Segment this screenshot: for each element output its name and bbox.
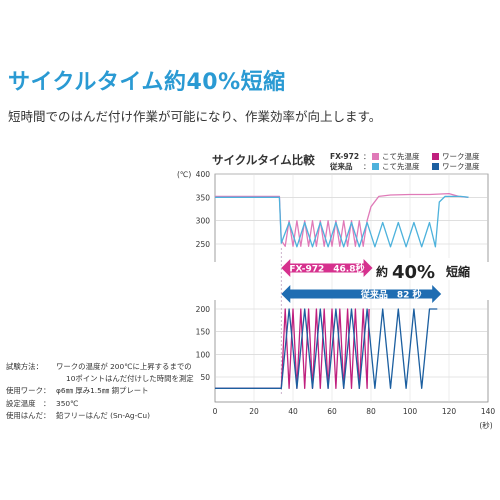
- y-tick-label: 250: [196, 240, 211, 249]
- series-line: [215, 195, 469, 248]
- x-tick-label: 100: [403, 407, 418, 416]
- y-tick-label: 350: [196, 193, 211, 202]
- series-line: [215, 192, 469, 247]
- temp-value: 350℃: [56, 398, 79, 408]
- test-method-line2: 10ポイントはんだ付けした時間を測定: [66, 374, 194, 384]
- y-tick-label: 200: [196, 305, 211, 314]
- y-tick-label: 150: [196, 328, 211, 337]
- x-tick-label: 60: [327, 407, 337, 416]
- reduction-value: 40%: [392, 262, 435, 283]
- reduction-prefix: 約: [376, 264, 388, 279]
- reduction-badge-bg: [373, 258, 477, 280]
- x-tick-label: 80: [366, 407, 376, 416]
- legend-label: ワーク温度: [442, 151, 480, 161]
- series-line: [215, 308, 370, 389]
- legend-swatch: [432, 163, 439, 170]
- legend-separator: ：: [363, 162, 371, 171]
- legend-separator: ：: [363, 152, 371, 161]
- legend-label: ワーク温度: [442, 161, 480, 171]
- test-info: 試験方法： ワークの温度が 200℃に上昇するまでの 10ポイントはんだ付けした時…: [6, 361, 194, 422]
- chart-title: サイクルタイム比較: [212, 153, 315, 167]
- x-tick-label: 0: [213, 407, 218, 416]
- conventional-arrow-label: 従来品 82 秒: [360, 289, 422, 301]
- solder-value: 鉛フリーはんだ (Sn-Ag-Cu): [56, 410, 150, 420]
- y-tick-label: 300: [196, 217, 211, 226]
- legend-swatch: [432, 153, 439, 160]
- fx972-arrow-label: FX-972 46.8秒: [289, 263, 364, 275]
- legend-group-label: FX-972: [330, 152, 359, 161]
- x-axis-label: (秒): [479, 420, 492, 430]
- series-lines: [215, 192, 469, 389]
- conventional-arrow: [281, 285, 442, 303]
- temp-label: 設定温度 ：: [6, 398, 51, 408]
- reduction-suffix: 短縮: [446, 264, 470, 279]
- series-line: [215, 308, 438, 389]
- x-tick-label: 40: [288, 407, 298, 416]
- test-method-line1: ワークの温度が 200℃に上昇するまでの: [56, 362, 192, 371]
- legend-label: こて先温度: [382, 161, 420, 171]
- x-tick-label: 140: [481, 407, 496, 416]
- subline: 短時間でのはんだ付け作業が可能になり、作業効率が向上します。: [8, 109, 382, 124]
- x-tick-label: 20: [249, 407, 259, 416]
- test-method-label: 試験方法：: [6, 362, 43, 371]
- work-value: φ6㎜ 厚み1.5㎜ 銅プレート: [56, 386, 149, 396]
- legend-group-label: 従来品: [329, 161, 353, 171]
- axes: 250 300 350 400 50 100 150 200 0 20 40 60 80 100 120 14…: [177, 170, 495, 430]
- fx972-arrow: [281, 259, 373, 277]
- y-tick-label: 50: [200, 373, 210, 382]
- work-label: 使用ワーク：: [6, 386, 51, 396]
- x-tick-label: 120: [442, 407, 457, 416]
- y-tick-label: 100: [196, 350, 211, 359]
- headline: サイクルタイム約40%短縮: [8, 70, 286, 95]
- y-tick-label: 400: [196, 170, 211, 179]
- legend-swatch: [372, 163, 379, 170]
- legend-swatch: [372, 153, 379, 160]
- legend-label: こて先温度: [382, 151, 420, 161]
- solder-label: 使用はんだ：: [6, 410, 51, 420]
- y-axis-label: (℃): [177, 170, 191, 179]
